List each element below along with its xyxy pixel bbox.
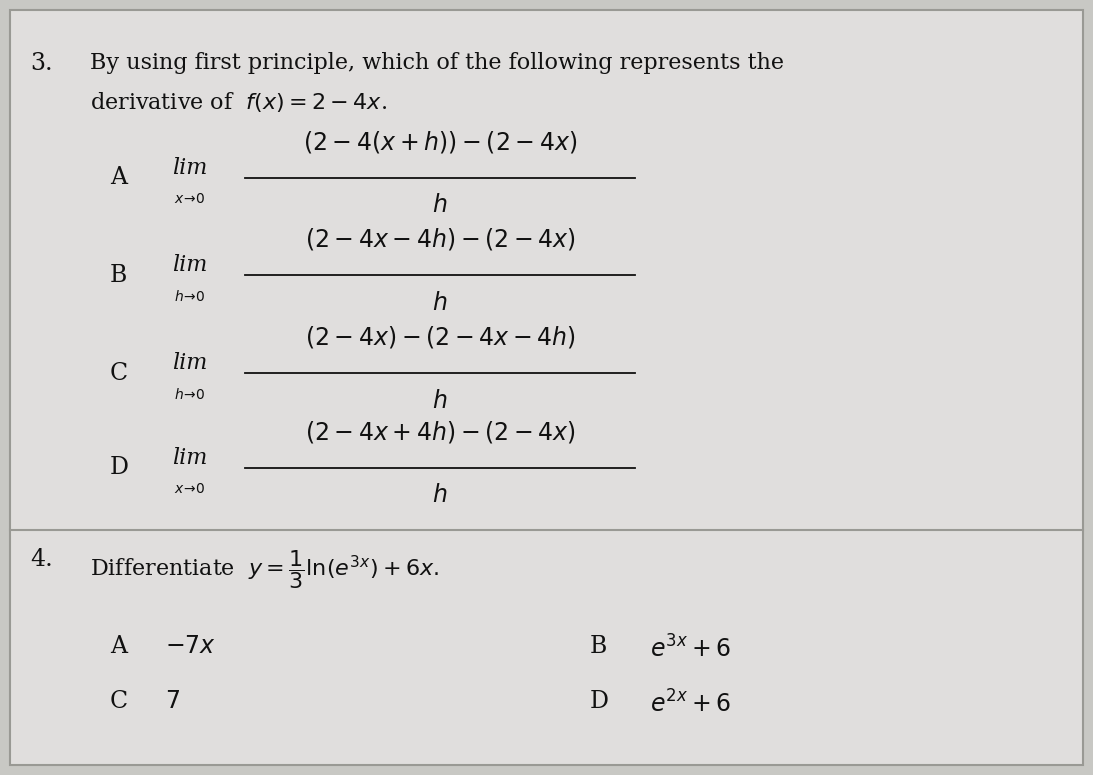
Text: A: A <box>110 635 127 658</box>
Text: $h$: $h$ <box>433 195 448 218</box>
Text: D: D <box>590 690 609 713</box>
Text: By using first principle, which of the following represents the: By using first principle, which of the f… <box>90 52 784 74</box>
Text: derivative of  $f(x)=2-4x$.: derivative of $f(x)=2-4x$. <box>90 90 387 114</box>
Text: $h$: $h$ <box>433 291 448 315</box>
Text: lim: lim <box>172 352 208 374</box>
Text: $(2-4x-4h)-(2-4x)$: $(2-4x-4h)-(2-4x)$ <box>305 226 575 252</box>
Text: Differentiate  $y = \dfrac{1}{3}\ln(e^{3x})+6x.$: Differentiate $y = \dfrac{1}{3}\ln(e^{3x… <box>90 548 439 591</box>
Text: 4.: 4. <box>30 548 52 571</box>
Text: $x\!\to\!0$: $x\!\to\!0$ <box>174 482 204 496</box>
Text: $e^{2x}+6$: $e^{2x}+6$ <box>650 690 731 717</box>
Text: A: A <box>110 167 127 190</box>
Text: $e^{3x}+6$: $e^{3x}+6$ <box>650 635 731 662</box>
Text: $x\!\to\!0$: $x\!\to\!0$ <box>174 192 204 206</box>
Text: $(2-4(x+h))-(2-4x)$: $(2-4(x+h))-(2-4x)$ <box>303 129 577 155</box>
Text: 3.: 3. <box>30 52 52 75</box>
Text: D: D <box>110 456 129 480</box>
Text: $h$: $h$ <box>433 484 448 508</box>
Text: B: B <box>590 635 608 658</box>
Text: $(2-4x)-(2-4x-4h)$: $(2-4x)-(2-4x-4h)$ <box>305 324 575 350</box>
Text: C: C <box>110 361 128 384</box>
Text: B: B <box>110 264 128 287</box>
Text: lim: lim <box>172 447 208 469</box>
Text: $(2-4x+4h)-(2-4x)$: $(2-4x+4h)-(2-4x)$ <box>305 419 575 445</box>
Text: lim: lim <box>172 254 208 276</box>
Text: $h\!\to\!0$: $h\!\to\!0$ <box>174 289 205 304</box>
Text: $7$: $7$ <box>165 690 180 713</box>
Text: $h\!\to\!0$: $h\!\to\!0$ <box>174 387 205 402</box>
Text: lim: lim <box>172 157 208 179</box>
Text: C: C <box>110 690 128 713</box>
Text: $-7x$: $-7x$ <box>165 635 216 658</box>
Text: $h$: $h$ <box>433 390 448 412</box>
